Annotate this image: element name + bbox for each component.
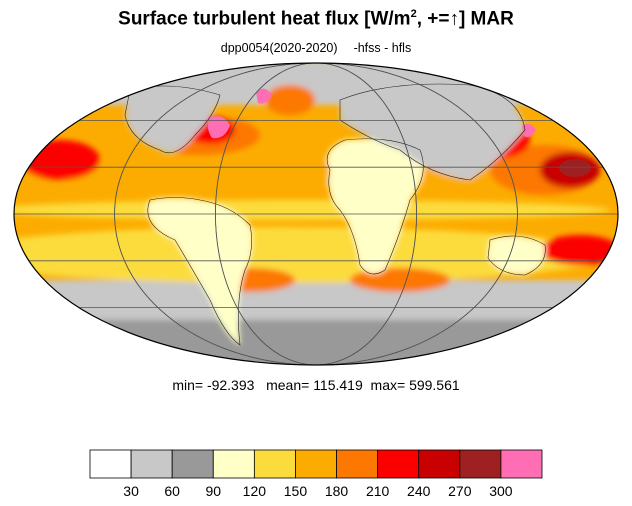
map-border — [13, 62, 619, 366]
colorbar-swatch — [459, 449, 502, 479]
colorbar-swatch — [89, 449, 132, 479]
title-main: Surface turbulent heat flux [W/m — [118, 8, 411, 30]
colorbar-tick-label: 270 — [448, 483, 472, 499]
mean-value: 115.419 — [313, 377, 363, 393]
eurasia-land — [340, 84, 525, 180]
norwegian-sea — [265, 85, 315, 115]
mollweide-map — [13, 62, 619, 366]
graticule — [14, 63, 618, 365]
max-label: max= — [370, 377, 406, 393]
chart-subtitle: dpp0054(2020-2020) -hfss - hfls — [0, 41, 632, 55]
colorbar-swatch — [336, 449, 379, 479]
colorbar-swatch — [130, 449, 173, 479]
labrador-max — [256, 88, 272, 104]
colorbar-tick-label: 30 — [123, 483, 139, 499]
colorbar-tick-label: 60 — [164, 483, 180, 499]
colorbar-swatch — [171, 449, 214, 479]
max-value: 599.561 — [409, 377, 460, 393]
title-superscript: 2 — [410, 8, 417, 20]
gulf-stream-max — [207, 116, 230, 139]
africa-land — [327, 138, 424, 274]
statistics-line: min= -92.393 mean= 115.419 max= 599.561 — [0, 377, 632, 393]
colorbar-tick-label: 120 — [243, 483, 267, 499]
colorbar-tick-label: 210 — [366, 483, 390, 499]
colorbar-tick-label: 150 — [284, 483, 308, 499]
mean-label: mean= — [266, 377, 310, 393]
subtitle-run: dpp0054(2020-2020) — [220, 41, 338, 55]
australia-land — [488, 236, 546, 275]
subtropical-south-band — [14, 227, 610, 283]
colorbar-swatch — [295, 449, 337, 479]
chart-title: Surface turbulent heat flux [W/m2, +=↑] … — [0, 8, 632, 30]
min-label: min= — [172, 377, 204, 393]
north-america-land — [125, 86, 220, 153]
colorbar-swatch — [253, 449, 296, 479]
colorbar-tick-label: 180 — [325, 483, 349, 499]
subtitle-vars: -hfss - hfls — [353, 41, 412, 55]
colorbar-swatch — [212, 449, 255, 479]
colorbar-tick-label: 300 — [489, 483, 513, 499]
south-pacific-east — [540, 235, 618, 265]
colorbar-tick-label: 240 — [407, 483, 431, 499]
colorbar-swatch — [500, 449, 543, 479]
coastlines — [124, 83, 546, 346]
colorbar-tick-label: 90 — [205, 483, 221, 499]
title-rest: , +=↑] MAR — [416, 8, 514, 30]
colorbar-swatch — [418, 449, 461, 479]
north-pacific-max — [559, 159, 591, 177]
colorbar-swatch — [377, 449, 420, 479]
kuroshio-max — [522, 123, 536, 138]
equatorial-band — [14, 200, 610, 220]
min-value: -92.393 — [206, 377, 255, 393]
south-america-land — [147, 197, 252, 345]
